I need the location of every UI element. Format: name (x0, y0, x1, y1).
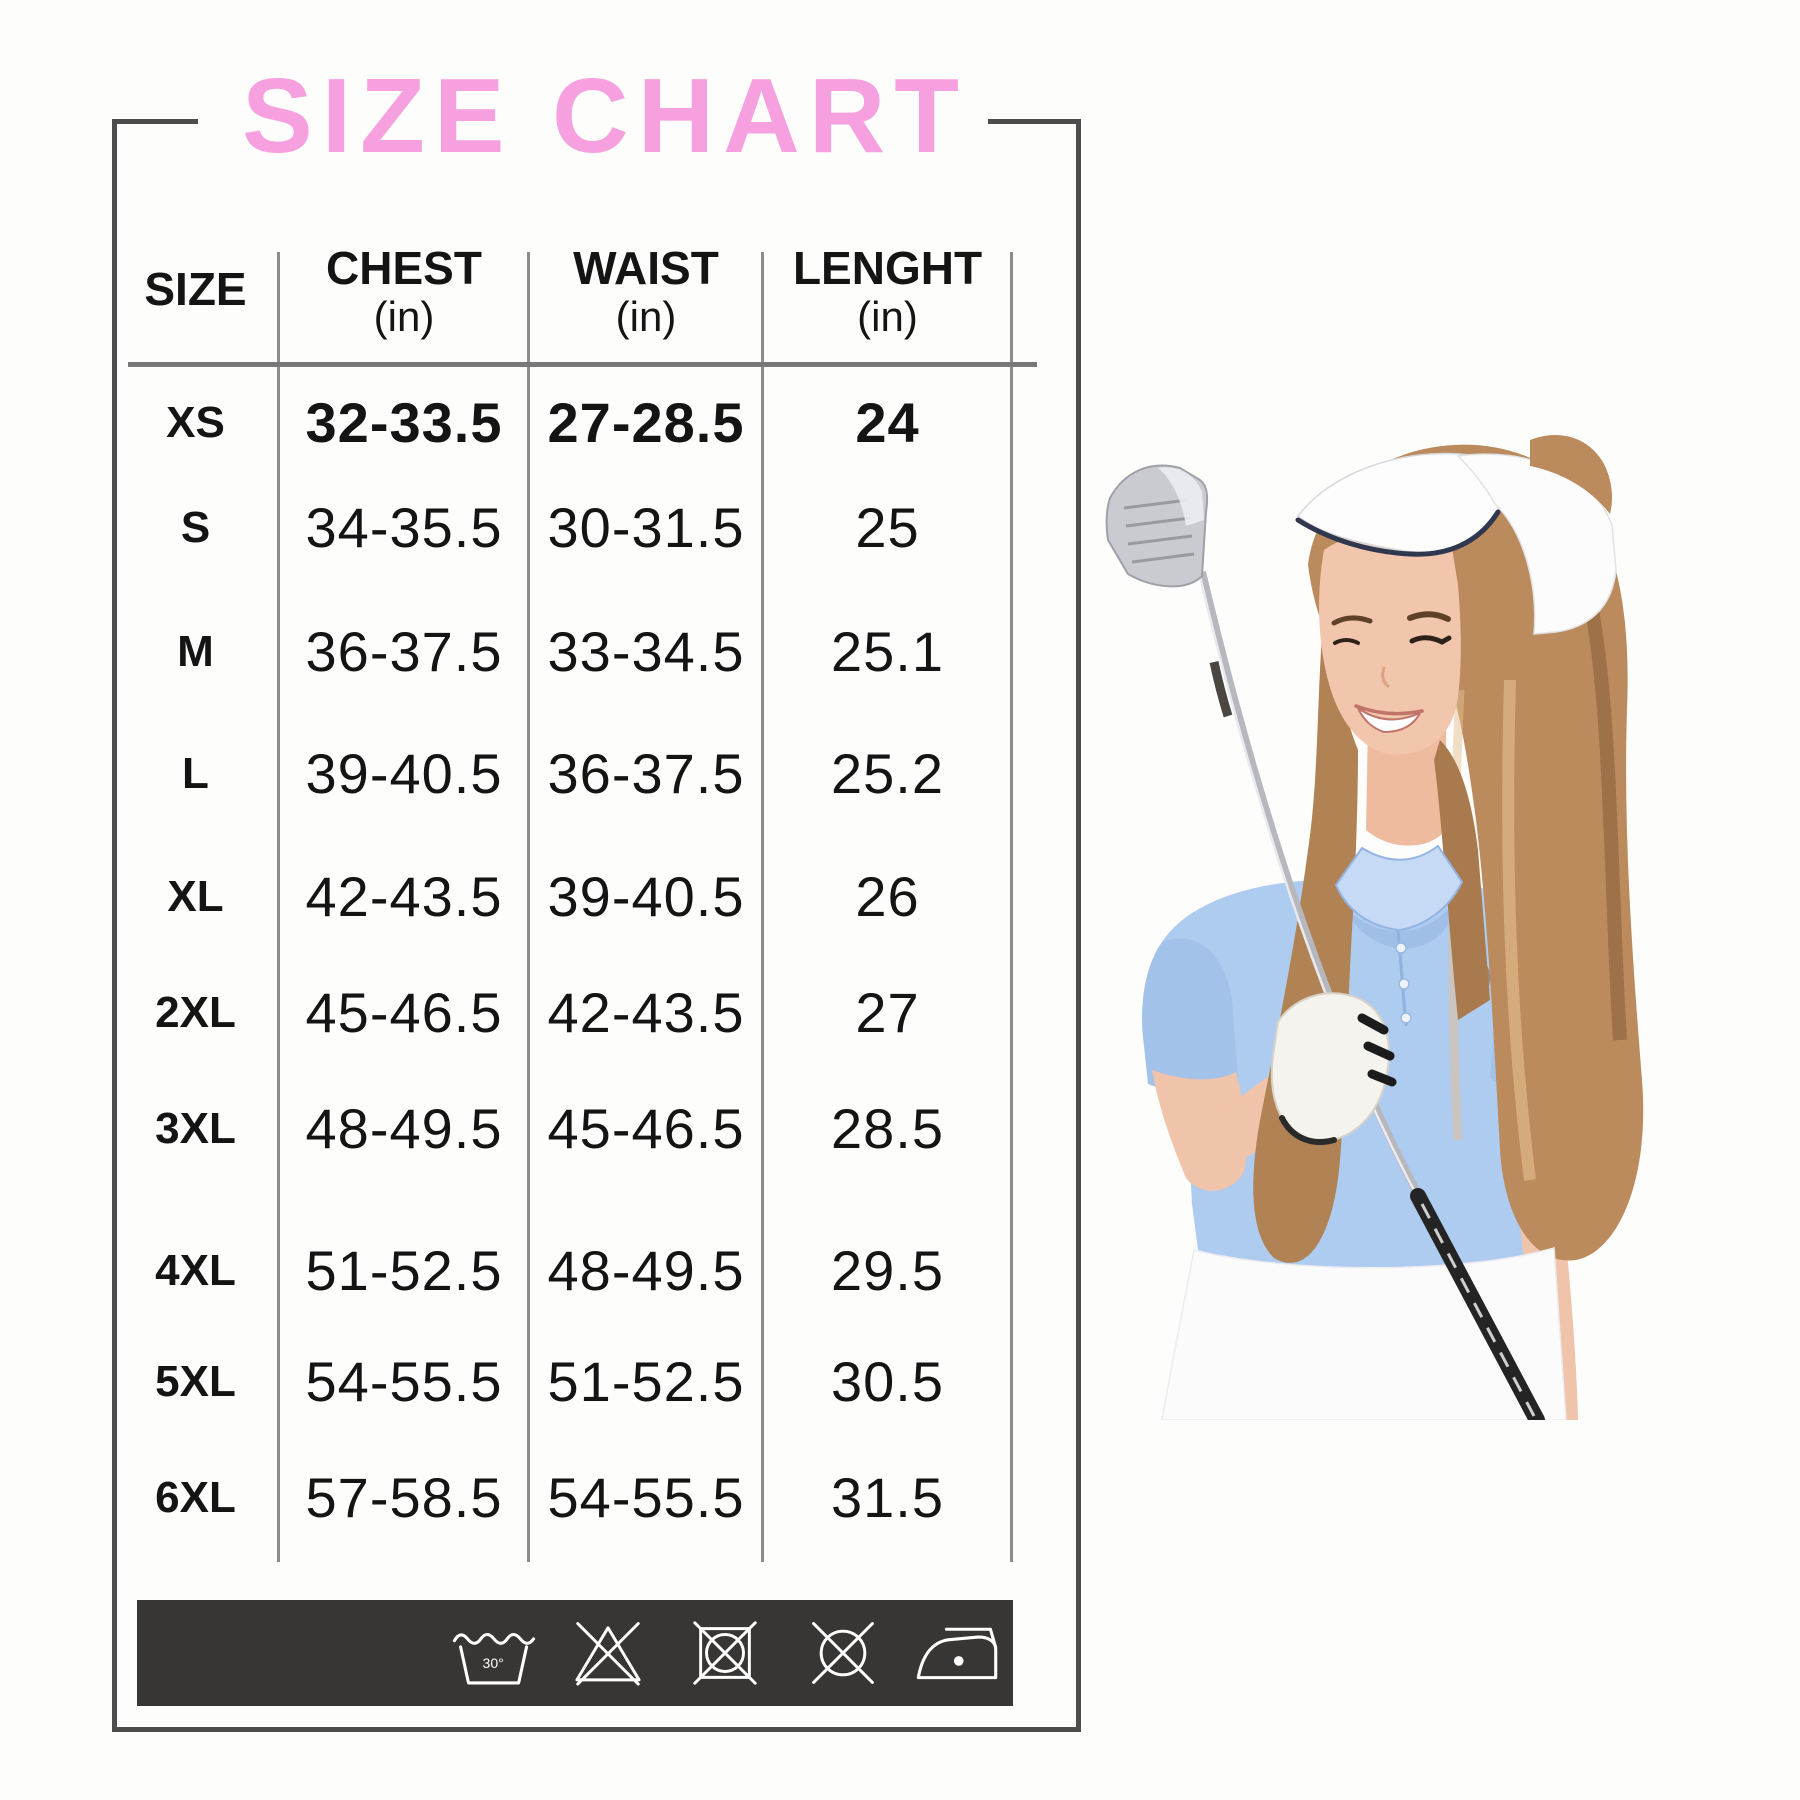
size-label: XL (167, 872, 224, 921)
size-label: 4XL (155, 1246, 236, 1295)
size-label: 6XL (155, 1473, 236, 1522)
header-underline (128, 362, 1037, 367)
table-row: XS 32-33.5 27-28.5 24 (112, 378, 1012, 468)
column-divider (277, 252, 280, 1562)
waist-value: 33-34.5 (547, 620, 745, 683)
do-not-bleach-icon (575, 1622, 641, 1686)
table-row: 3XL 48-49.5 45-46.5 28.5 (112, 1084, 1012, 1174)
do-not-tumble-dry-icon (693, 1621, 757, 1685)
table-row: 5XL 54-55.5 51-52.5 30.5 (112, 1337, 1012, 1427)
chest-value: 32-33.5 (305, 391, 503, 454)
waist-value: 36-37.5 (547, 742, 745, 805)
face-features (1331, 611, 1452, 734)
column-divider (527, 252, 530, 1562)
frame-right-border (1076, 119, 1081, 1732)
length-value: 28.5 (831, 1097, 944, 1160)
club-head (1105, 464, 1209, 588)
do-not-dry-clean-icon (812, 1622, 874, 1684)
size-label: S (180, 503, 211, 552)
size-label: XS (166, 398, 225, 447)
hair-front-lock (1434, 740, 1490, 1020)
waist-value: 45-46.5 (547, 1097, 745, 1160)
frame-left-border (112, 119, 117, 1732)
size-label: 3XL (155, 1104, 236, 1153)
sun-visor (1295, 434, 1617, 635)
waist-value: 27-28.5 (547, 391, 745, 454)
machine-wash-30-icon: 30° (452, 1633, 536, 1685)
golfer-photo (1105, 434, 1644, 1420)
header-waist: WAIST (in) (529, 242, 763, 340)
hair-tuft (1530, 434, 1612, 514)
column-divider (1010, 252, 1013, 1562)
length-value: 29.5 (831, 1239, 944, 1302)
header-waist-label: WAIST (573, 242, 719, 294)
chest-value: 39-40.5 (305, 742, 503, 805)
waist-value: 54-55.5 (547, 1466, 745, 1529)
header-length-label: LENGHT (792, 242, 983, 294)
size-label: M (177, 627, 214, 676)
club-grip (1410, 1188, 1545, 1420)
length-value: 25 (855, 496, 920, 559)
chest-value: 45-46.5 (305, 981, 503, 1044)
polo-button (1395, 942, 1407, 954)
polo-button (1398, 978, 1410, 990)
header-chest: CHEST (in) (279, 242, 529, 340)
header-size: SIZE (144, 263, 247, 315)
chest-value: 42-43.5 (305, 865, 503, 928)
frame-top-left-segment (112, 119, 198, 124)
waist-value: 48-49.5 (547, 1239, 745, 1302)
chest-value: 57-58.5 (305, 1466, 503, 1529)
length-value: 25.1 (831, 620, 944, 683)
length-value: 27 (855, 981, 920, 1044)
header-chest-label: CHEST (326, 242, 482, 294)
header-chest-unit: (in) (373, 293, 435, 340)
waist-value: 39-40.5 (547, 865, 745, 928)
waist-value: 30-31.5 (547, 496, 745, 559)
table-row: XL 42-43.5 39-40.5 26 (112, 852, 1012, 942)
length-value: 31.5 (831, 1466, 944, 1529)
skirt (1161, 1247, 1567, 1420)
table-row: L 39-40.5 36-37.5 25.2 (112, 729, 1012, 819)
table-row: 4XL 51-52.5 48-49.5 29.5 (112, 1226, 1012, 1316)
golf-glove (1270, 992, 1397, 1145)
waist-value: 42-43.5 (547, 981, 745, 1044)
chest-value: 54-55.5 (305, 1350, 503, 1413)
wash-temp-label: 30° (482, 1655, 503, 1671)
polo-button (1400, 1012, 1412, 1024)
chest-value: 34-35.5 (305, 496, 503, 559)
size-label: 2XL (155, 988, 236, 1037)
table-row: S 34-35.5 30-31.5 25 (112, 483, 1012, 573)
table-row: M 36-37.5 33-34.5 25.1 (112, 607, 1012, 697)
table-row: 6XL 57-58.5 54-55.5 31.5 (112, 1453, 1012, 1543)
size-label: L (182, 749, 209, 798)
chest-value: 51-52.5 (305, 1239, 503, 1302)
face (1319, 530, 1461, 755)
chest-value: 48-49.5 (305, 1097, 503, 1160)
page-title: SIZE CHART (242, 57, 968, 175)
table-row: 2XL 45-46.5 42-43.5 27 (112, 968, 1012, 1058)
golf-club (1105, 464, 1545, 1420)
column-divider (761, 252, 764, 1562)
header-waist-unit: (in) (615, 293, 677, 340)
length-value: 24 (855, 391, 920, 454)
iron-icon (916, 1627, 998, 1680)
header-length: LENGHT (in) (763, 242, 1012, 340)
frame-top-right-segment (988, 119, 1081, 124)
length-value: 26 (855, 865, 920, 928)
polo-collar (1334, 844, 1464, 1027)
length-value: 30.5 (831, 1350, 944, 1413)
header-length-unit: (in) (857, 293, 918, 340)
length-value: 25.2 (831, 742, 944, 805)
chest-value: 36-37.5 (305, 620, 503, 683)
club-ferrule (1209, 661, 1233, 718)
size-label: 5XL (155, 1357, 236, 1406)
care-instructions-bar: 30° (137, 1600, 1013, 1706)
frame-bottom-border (112, 1727, 1081, 1732)
waist-value: 51-52.5 (547, 1350, 745, 1413)
